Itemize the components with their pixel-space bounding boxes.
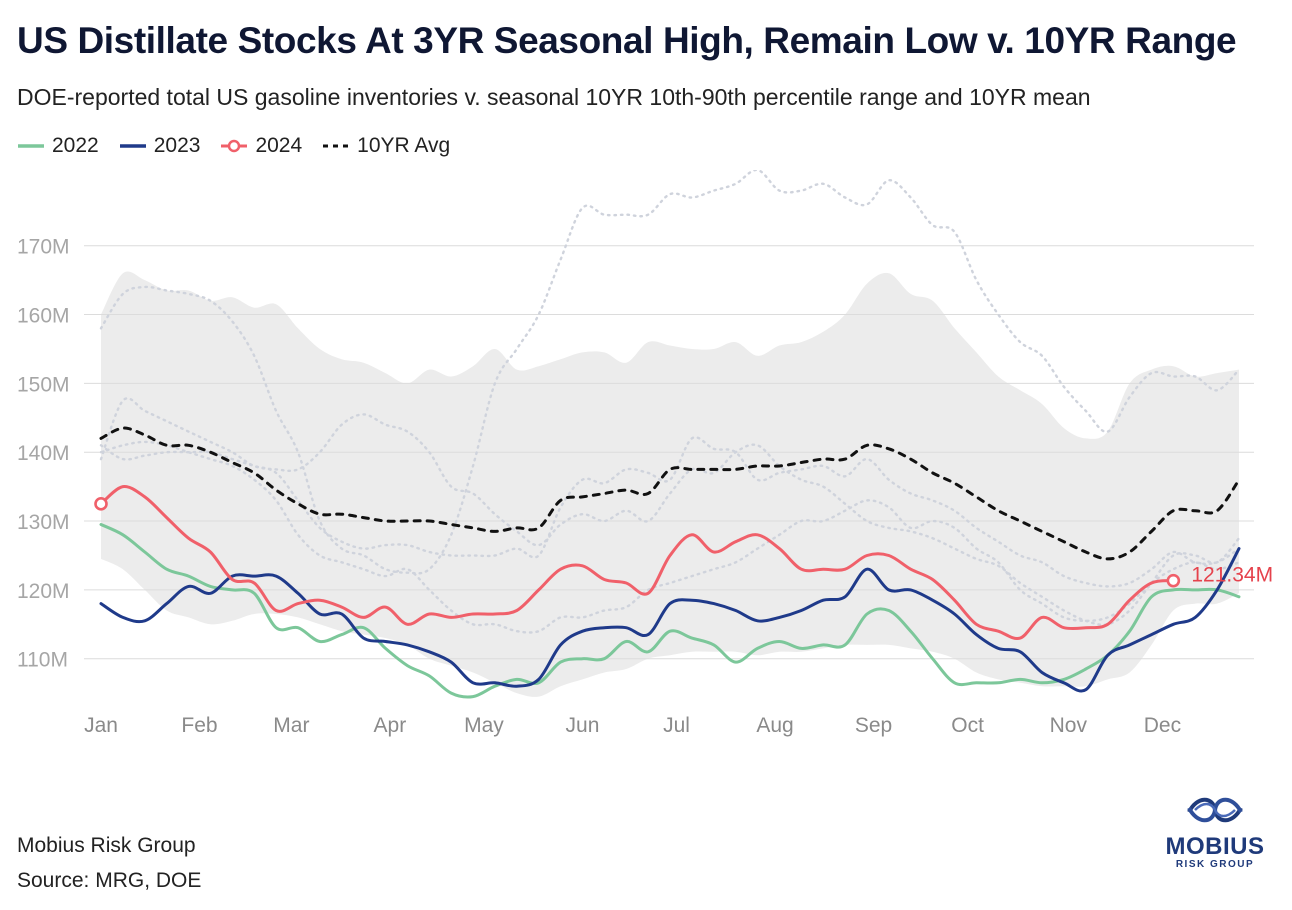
series-line-2022 bbox=[99, 523, 1241, 699]
legend-item-2023[interactable]: 2023 bbox=[119, 134, 201, 158]
historical-year-line bbox=[99, 436, 1241, 588]
x-tick-label: Oct bbox=[951, 714, 984, 737]
mobius-logo: MOBIUS RISK GROUP bbox=[1150, 792, 1280, 870]
x-tick-label: Jan bbox=[84, 714, 118, 737]
footer-source: Source: MRG, DOE bbox=[17, 869, 202, 892]
series-2024-end-marker bbox=[1166, 573, 1181, 588]
legend-label-2023: 2023 bbox=[153, 134, 201, 157]
series-line-2023 bbox=[99, 547, 1241, 693]
footer-company: Mobius Risk Group bbox=[17, 834, 196, 857]
x-tick-label: Jun bbox=[566, 714, 600, 737]
series-line-2024 bbox=[99, 485, 1175, 641]
x-tick-label: Dec bbox=[1144, 714, 1181, 737]
x-tick-label: Sep bbox=[855, 714, 892, 737]
legend-item-10yr-avg[interactable]: 10YR Avg bbox=[322, 134, 450, 158]
x-tick-label: May bbox=[464, 714, 504, 737]
line-chart: 110M 120M 130M 140M 150M 160M 170M Jan Feb Mar Apr… bbox=[17, 170, 1273, 737]
legend-swatch-10yr-avg bbox=[323, 144, 350, 148]
historical-year-line bbox=[99, 397, 1241, 626]
y-tick-label: 140M bbox=[17, 442, 70, 465]
x-tick-label: Nov bbox=[1050, 714, 1088, 737]
y-tick-label: 120M bbox=[17, 580, 70, 603]
legend-label-2022: 2022 bbox=[52, 134, 99, 157]
historical-year-line bbox=[99, 440, 1241, 634]
logo-subtitle: RISK GROUP bbox=[1175, 859, 1255, 870]
y-tick-label: 160M bbox=[17, 305, 70, 328]
legend-swatch-2023 bbox=[119, 144, 146, 148]
legend-label-10yr-avg: 10YR Avg bbox=[357, 134, 451, 157]
series-line-10yr-avg bbox=[99, 426, 1241, 561]
series-2024-start-marker bbox=[94, 497, 108, 511]
mobius-logo-icon bbox=[1187, 797, 1243, 823]
y-tick-label: 150M bbox=[17, 373, 70, 396]
percentile-range-band bbox=[101, 271, 1239, 697]
legend-label-2024: 2024 bbox=[255, 134, 303, 157]
y-tick-label: 170M bbox=[17, 236, 70, 259]
chart-title: US Distillate Stocks At 3YR Seasonal Hig… bbox=[17, 20, 1237, 61]
x-tick-label: Aug bbox=[756, 714, 793, 737]
legend: 2022 2023 2024 10YR Avg bbox=[17, 134, 450, 158]
chart-subtitle: DOE-reported total US gasoline inventori… bbox=[17, 84, 1091, 110]
legend-item-2024[interactable]: 2024 bbox=[220, 134, 302, 158]
x-tick-label: Apr bbox=[374, 714, 407, 737]
historical-year-line bbox=[99, 170, 1241, 575]
legend-swatch-2022 bbox=[18, 144, 44, 148]
logo-wordmark: MOBIUS bbox=[1165, 833, 1265, 860]
x-tick-label: Jul bbox=[663, 714, 690, 737]
y-tick-label: 110M bbox=[17, 649, 68, 672]
x-tick-label: Mar bbox=[273, 714, 309, 737]
legend-item-2022[interactable]: 2022 bbox=[17, 134, 99, 158]
series-2024-last-value-label: 121.34M bbox=[1191, 564, 1273, 587]
legend-swatch-2024 bbox=[221, 139, 248, 153]
y-tick-label: 130M bbox=[17, 511, 70, 534]
x-tick-label: Feb bbox=[181, 714, 217, 737]
